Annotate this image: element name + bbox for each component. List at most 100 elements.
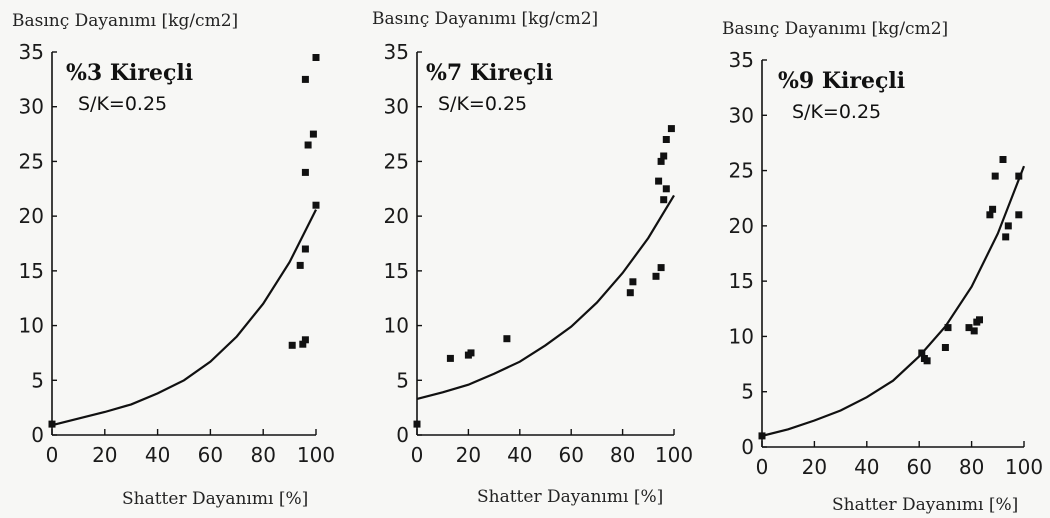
x-tick-label: 0 <box>756 455 769 479</box>
data-point <box>1015 211 1023 219</box>
x-tick-label: 40 <box>854 455 879 479</box>
data-point <box>999 156 1007 163</box>
y-tick-label: 15 <box>384 259 409 283</box>
y-axis-label: Basınç Dayanımı [kg/cm2] <box>722 19 948 39</box>
data-point <box>446 354 454 362</box>
y-tick-label: 5 <box>741 380 754 404</box>
chart-9-percent-lime: Basınç Dayanımı [kg/cm2] Shatter Dayanım… <box>722 19 1044 515</box>
y-tick-label: 15 <box>19 259 44 283</box>
y-tick-label: 15 <box>729 269 754 293</box>
data-point <box>1015 172 1023 180</box>
y-tick-label: 20 <box>384 204 409 228</box>
x-tick-label: 80 <box>959 455 984 479</box>
data-point <box>1004 222 1012 230</box>
chart-7-percent-lime: Basınç Dayanımı [kg/cm2] Shatter Dayanım… <box>372 9 694 507</box>
y-tick-label: 5 <box>31 368 44 392</box>
data-point <box>413 420 421 428</box>
data-point <box>923 357 931 365</box>
tick-labels: 0 5 10 15 20 25 30 35 0 20 40 60 80 100 <box>729 48 1044 479</box>
y-tick-label: 35 <box>729 48 754 72</box>
data-point <box>976 316 983 324</box>
y-tick-label: 5 <box>396 368 409 392</box>
x-tick-label: 20 <box>802 455 827 479</box>
chart-subtitle: S/K=0.25 <box>78 93 167 115</box>
x-tick-label: 40 <box>145 443 170 467</box>
tick-labels: 0 5 10 15 20 25 30 35 0 20 40 60 80 100 <box>19 40 336 467</box>
data-point <box>301 336 309 344</box>
data-point <box>918 349 926 357</box>
data-point <box>312 201 320 209</box>
data-point <box>657 157 665 165</box>
data-point <box>986 211 994 219</box>
x-tick-label: 60 <box>198 443 223 467</box>
y-tick-label: 10 <box>729 324 754 348</box>
data-point <box>304 141 312 149</box>
y-tick-label: 35 <box>19 40 44 64</box>
y-tick-label: 10 <box>19 314 44 338</box>
data-point <box>301 245 309 253</box>
y-tick-label: 25 <box>384 149 409 173</box>
data-point <box>467 349 475 357</box>
data-point <box>662 136 670 143</box>
data-point <box>626 289 634 297</box>
plot-area <box>413 51 675 436</box>
y-tick-label: 0 <box>396 423 409 447</box>
data-point <box>970 327 978 335</box>
y-tick-label: 20 <box>19 204 44 228</box>
chart-title: %7 Kireçli <box>426 60 553 86</box>
chart-subtitle: S/K=0.25 <box>792 101 881 123</box>
y-axis-label: Basınç Dayanımı [kg/cm2] <box>372 9 598 29</box>
data-point <box>662 185 670 193</box>
y-axis-label: Basınç Dayanımı [kg/cm2] <box>12 11 238 31</box>
y-tick-label: 20 <box>729 214 754 238</box>
y-tick-label: 10 <box>384 314 409 338</box>
x-tick-label: 100 <box>1005 455 1043 479</box>
data-point <box>657 264 665 272</box>
x-tick-label: 100 <box>297 443 335 467</box>
data-point <box>991 172 999 180</box>
x-tick-label: 0 <box>411 443 424 467</box>
plot-area <box>48 51 320 436</box>
data-point <box>660 196 668 204</box>
data-point <box>660 152 668 160</box>
y-tick-label: 25 <box>19 149 44 173</box>
data-point <box>48 420 56 428</box>
x-tick-label: 0 <box>46 443 59 467</box>
data-point <box>629 278 637 286</box>
data-point <box>652 272 660 280</box>
x-tick-label: 40 <box>507 443 532 467</box>
y-tick-label: 0 <box>31 423 44 447</box>
x-tick-label: 20 <box>92 443 117 467</box>
data-point <box>758 432 766 440</box>
x-tick-label: 80 <box>250 443 275 467</box>
data-point <box>299 340 307 348</box>
x-axis-label: Shatter Dayanımı [%] <box>832 495 1018 515</box>
x-tick-label: 20 <box>456 443 481 467</box>
fit-curve <box>761 165 1026 437</box>
x-tick-label: 60 <box>558 443 583 467</box>
data-point <box>944 324 952 332</box>
y-tick-label: 30 <box>19 95 44 119</box>
data-point <box>503 335 511 343</box>
y-tick-label: 30 <box>384 95 409 119</box>
plot-area <box>758 59 1026 448</box>
data-point <box>301 168 309 176</box>
tick-labels: 0 5 10 15 20 25 30 35 0 20 40 60 80 100 <box>384 40 694 467</box>
x-tick-label: 100 <box>655 443 693 467</box>
y-tick-label: 0 <box>741 435 754 459</box>
chart-subtitle: S/K=0.25 <box>438 93 527 115</box>
fit-curve <box>51 209 317 427</box>
chart-title: %9 Kireçli <box>778 68 905 94</box>
data-point <box>667 125 675 133</box>
data-point <box>301 75 309 83</box>
x-axis-label: Shatter Dayanımı [%] <box>122 489 308 509</box>
data-point <box>989 205 997 213</box>
y-tick-label: 30 <box>729 103 754 127</box>
data-point <box>312 54 320 61</box>
data-point <box>965 324 973 332</box>
data-point <box>655 177 663 185</box>
data-point <box>288 341 296 349</box>
fit-curve <box>416 194 675 400</box>
data-point <box>941 344 949 351</box>
